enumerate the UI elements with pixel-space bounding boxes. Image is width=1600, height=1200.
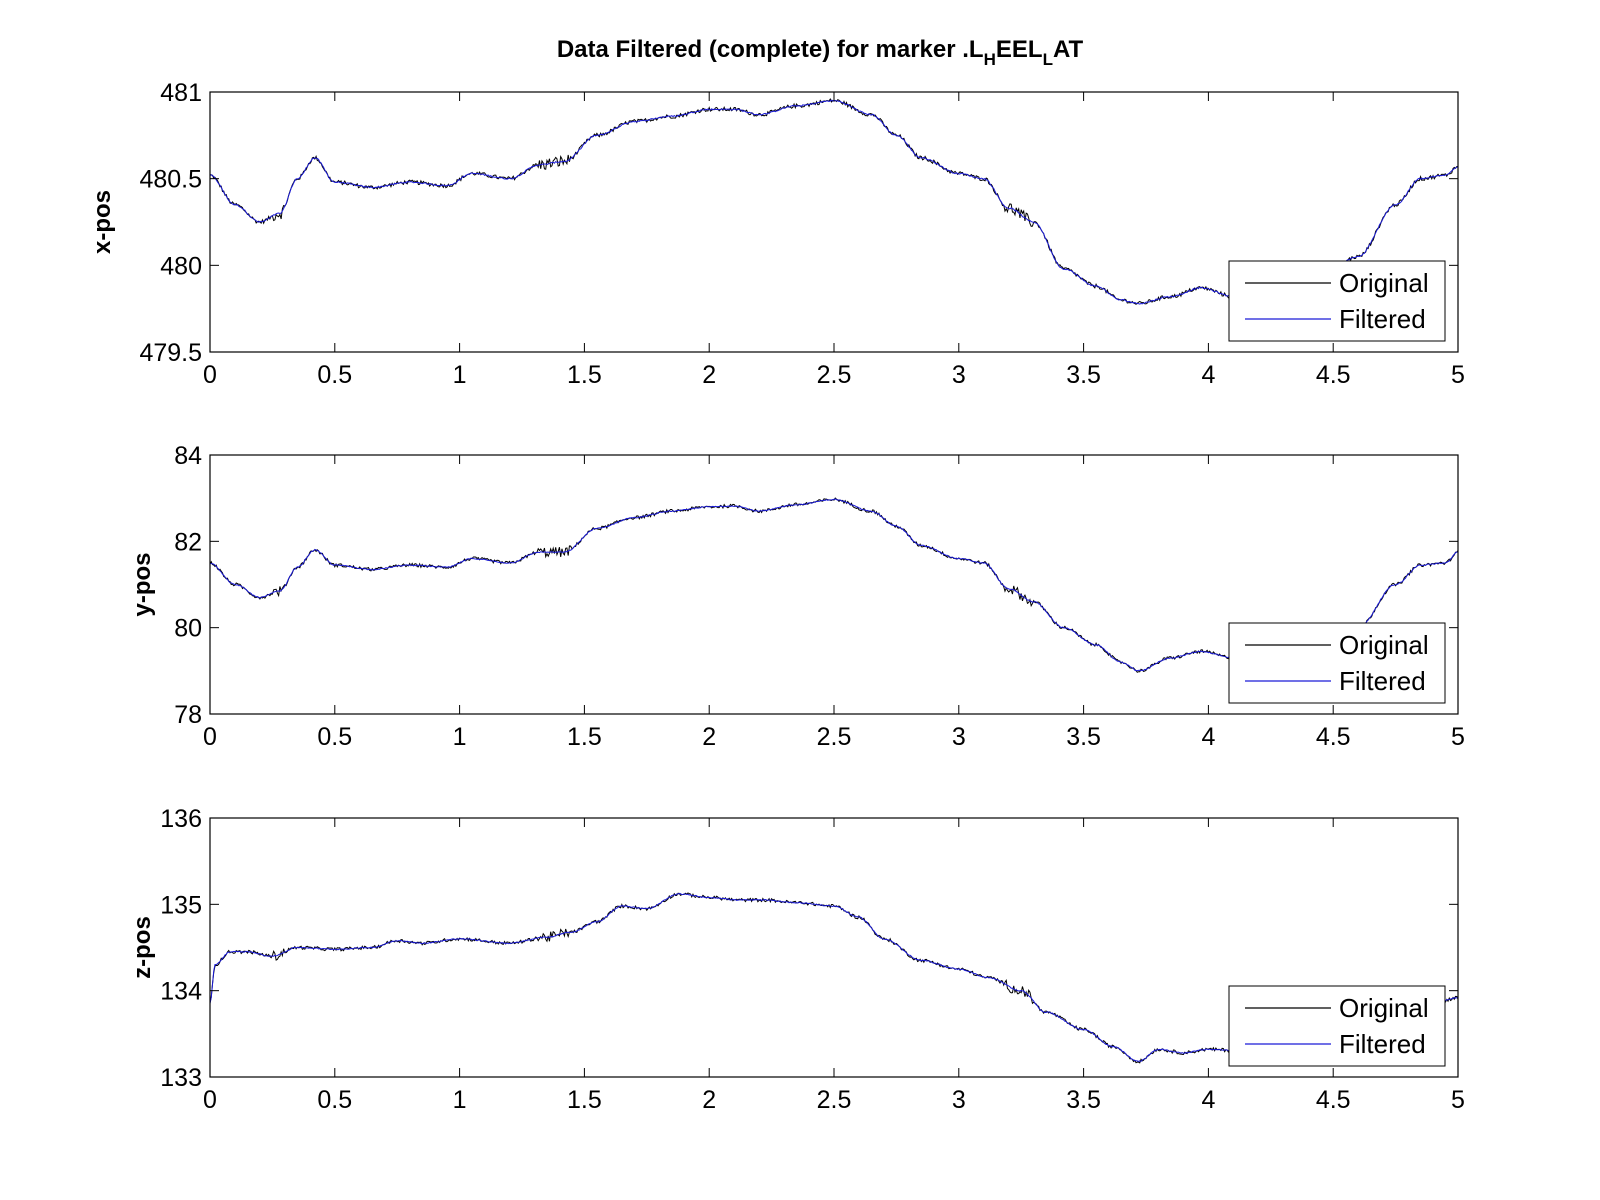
x-tick-label: 5: [1451, 1086, 1465, 1114]
x-tick-label: 1: [453, 1086, 467, 1114]
y-tick-label: 480.5: [139, 166, 202, 194]
title-part-4: AT: [1053, 36, 1084, 63]
x-tick-label: 0: [203, 723, 217, 751]
x-tick-label: 4: [1201, 1086, 1215, 1114]
legend: Original Filtered: [1228, 985, 1446, 1067]
x-tick-label: 5: [1451, 723, 1465, 751]
x-tick-label: 2: [702, 1086, 716, 1114]
y-tick-label: 82: [174, 528, 202, 556]
y-tick-label: 78: [174, 701, 202, 729]
x-tick-label: 3: [952, 1086, 966, 1114]
legend: Original Filtered: [1228, 622, 1446, 704]
y-axis-label: z-pos: [129, 916, 156, 979]
y-tick-label: 480: [160, 252, 202, 280]
x-tick-label: 4.5: [1316, 1086, 1351, 1114]
x-tick-label: 2.5: [817, 723, 852, 751]
title-part-3: L: [1043, 50, 1053, 69]
x-tick-label: 3.5: [1066, 361, 1101, 389]
y-tick-label: 84: [174, 442, 202, 470]
y-tick-label: 133: [160, 1064, 202, 1092]
x-tick-label: 4.5: [1316, 361, 1351, 389]
x-tick-label: 0: [203, 1086, 217, 1114]
legend-original-label: Original: [1339, 993, 1429, 1023]
subplot-3: 0 0.5 1 1.5 2 2.5 3 3.5 4 4.5 5 133 134 135 136 z-pos Or…: [129, 805, 1465, 1114]
x-tick-label: 5: [1451, 361, 1465, 389]
x-tick-label: 3.5: [1066, 1086, 1101, 1114]
x-tick-label: 0: [203, 361, 217, 389]
title-part-1: H: [984, 50, 996, 69]
x-tick-label: 1.5: [567, 723, 602, 751]
y-tick-label: 135: [160, 891, 202, 919]
legend-original-label: Original: [1339, 630, 1429, 660]
x-tick-label: 1: [453, 361, 467, 389]
x-tick-label: 4: [1201, 723, 1215, 751]
legend-box: [1228, 985, 1446, 1067]
x-tick-label: 3: [952, 723, 966, 751]
x-tick-label: 1.5: [567, 361, 602, 389]
legend-box: [1228, 260, 1446, 342]
figure-title: Data Filtered (complete) for marker .LHE…: [557, 36, 1084, 69]
legend-filtered-label: Filtered: [1339, 666, 1426, 696]
legend-filtered-label: Filtered: [1339, 304, 1426, 334]
x-tick-label: 3: [952, 361, 966, 389]
legend: Original Filtered: [1228, 260, 1446, 342]
x-tick-label: 2.5: [817, 1086, 852, 1114]
x-tick-label: 3.5: [1066, 723, 1101, 751]
y-tick-label: 136: [160, 805, 202, 833]
subplot-2: 0 0.5 1 1.5 2 2.5 3 3.5 4 4.5 5 78 80 82 84 y-pos Origin…: [129, 442, 1465, 751]
legend-box: [1228, 622, 1446, 704]
x-tick-label: 0.5: [317, 1086, 352, 1114]
y-tick-label: 80: [174, 615, 202, 643]
x-tick-label: 1.5: [567, 1086, 602, 1114]
y-axis-label: y-pos: [129, 552, 156, 616]
x-tick-label: 4: [1201, 361, 1215, 389]
x-tick-label: 0.5: [317, 723, 352, 751]
legend-original-label: Original: [1339, 268, 1429, 298]
title-part-2: EEL: [996, 36, 1043, 63]
legend-filtered-label: Filtered: [1339, 1029, 1426, 1059]
x-tick-label: 2: [702, 361, 716, 389]
x-tick-label: 2: [702, 723, 716, 751]
subplot-1: 0 0.5 1 1.5 2 2.5 3 3.5 4 4.5 5 479.5 480 480.5 481 x-p…: [89, 79, 1465, 389]
y-tick-label: 134: [160, 978, 202, 1006]
title-part-0: Data Filtered (complete) for marker .L: [557, 36, 984, 63]
x-tick-label: 0.5: [317, 361, 352, 389]
x-tick-label: 1: [453, 723, 467, 751]
y-tick-label: 481: [160, 79, 202, 107]
x-tick-label: 2.5: [817, 361, 852, 389]
x-tick-label: 4.5: [1316, 723, 1351, 751]
y-axis-label: x-pos: [89, 190, 116, 254]
y-tick-label: 479.5: [139, 339, 202, 367]
subplots: 0 0.5 1 1.5 2 2.5 3 3.5 4 4.5 5479.5480480.5481x-p…: [89, 79, 1465, 1114]
